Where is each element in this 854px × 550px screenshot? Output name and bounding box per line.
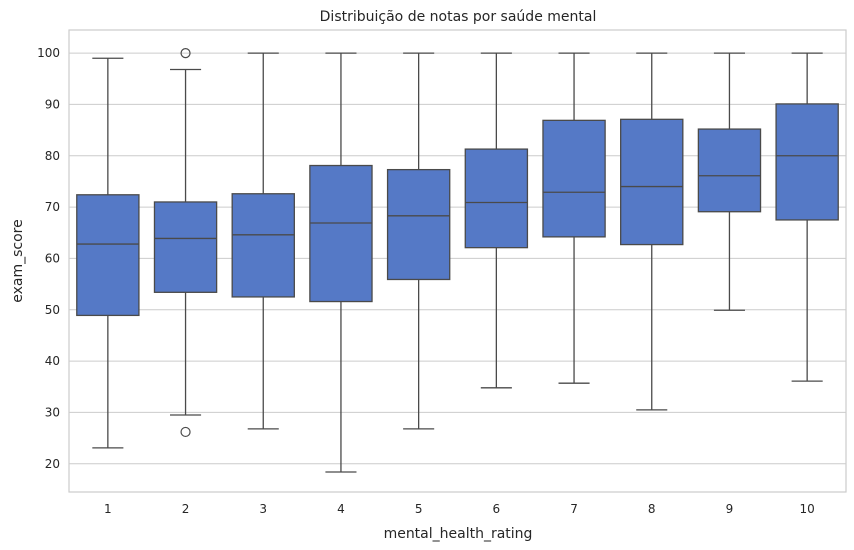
iqr-box	[542, 119, 606, 238]
x-tick-label: 8	[648, 502, 656, 516]
y-axis-label: exam_score	[10, 219, 26, 303]
iqr-box	[231, 193, 295, 298]
iqr-box	[309, 164, 373, 303]
chart-title: Distribuição de notas por saúde mental	[320, 9, 597, 25]
iqr-box	[697, 128, 762, 213]
box-group-8	[620, 52, 684, 411]
iqr-box	[464, 148, 529, 249]
y-tick-label: 60	[45, 251, 60, 265]
box-group-2	[153, 47, 218, 438]
x-tick-label: 2	[182, 502, 190, 516]
box-group-5	[386, 52, 451, 430]
outlier-point	[180, 47, 191, 59]
box-group-10	[775, 52, 839, 382]
box-group-1	[76, 57, 140, 449]
box-group-6	[464, 52, 529, 389]
plot-frame	[68, 29, 847, 493]
x-tick-label: 10	[800, 502, 815, 516]
y-tick-label: 50	[45, 303, 60, 317]
y-tick-label: 70	[45, 200, 60, 214]
y-tick-label: 30	[45, 405, 60, 419]
iqr-box	[386, 168, 451, 281]
x-tick-labels: 1 2 3 4 5 6 7 8 9 10	[104, 502, 815, 516]
y-tick-label: 20	[45, 457, 60, 471]
box-group-7	[542, 52, 606, 384]
outlier-point	[180, 426, 191, 438]
y-tick-label: 100	[37, 46, 60, 60]
x-tick-label: 6	[493, 502, 501, 516]
y-tick-label: 40	[45, 354, 60, 368]
x-tick-label: 9	[726, 502, 734, 516]
y-tick-label: 90	[45, 97, 60, 111]
box-group-9	[697, 52, 762, 311]
x-axis-label: mental_health_rating	[384, 526, 533, 542]
x-tick-label: 3	[259, 502, 267, 516]
iqr-box	[76, 194, 140, 317]
x-tick-label: 7	[570, 502, 578, 516]
y-tick-labels: 20 30 40 50 60 70 80 90 100	[37, 46, 60, 471]
y-tick-label: 80	[45, 149, 60, 163]
iqr-box	[775, 103, 839, 221]
x-tick-label: 4	[337, 502, 345, 516]
x-tick-label: 1	[104, 502, 112, 516]
iqr-box	[153, 201, 218, 293]
x-tick-label: 5	[415, 502, 423, 516]
iqr-box	[620, 118, 684, 246]
box-group-4	[309, 52, 373, 473]
boxes	[76, 47, 839, 473]
box-group-3	[231, 52, 295, 430]
